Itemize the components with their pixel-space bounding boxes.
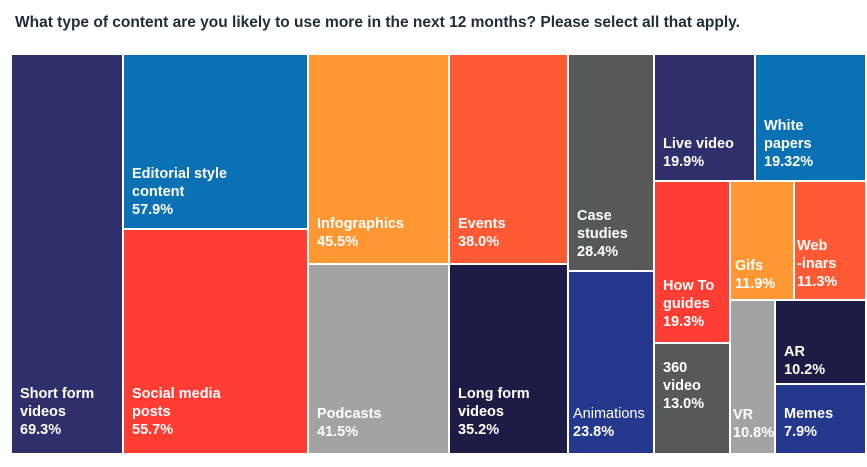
tile-value: 7.9% xyxy=(784,424,818,440)
tile-name: White papers xyxy=(764,118,812,152)
tile-name: VR xyxy=(733,407,754,423)
tile-label: 360 video 13.0% xyxy=(663,359,704,413)
tile-name: Web -inars xyxy=(797,238,837,272)
tile-name: Events xyxy=(458,216,506,232)
tile-value: 41.5% xyxy=(317,424,359,440)
tile-name: AR xyxy=(784,344,805,360)
tile-name: Case studies xyxy=(577,208,628,242)
tile-name: Animations xyxy=(573,406,645,422)
treemap-tile-how-to-guides: How To guides 19.3% xyxy=(655,182,731,344)
tile-name: Editorial style content xyxy=(132,166,228,200)
treemap-tile-vr: VR 10.8% xyxy=(731,301,776,455)
tile-label: Podcasts 41.5% xyxy=(317,405,381,441)
tile-label: Memes 7.9% xyxy=(784,405,833,441)
tile-label: Social media posts 55.7% xyxy=(132,385,221,439)
tile-value: 57.9% xyxy=(132,202,174,218)
treemap-tile-podcasts: Podcasts 41.5% xyxy=(309,265,450,455)
tile-value: 11.9% xyxy=(735,276,776,292)
tile-value: 23.8% xyxy=(573,424,615,440)
tile-name: Long form videos xyxy=(458,386,530,420)
treemap-tile-editorial-style-content: Editorial style content 57.9% xyxy=(124,55,309,230)
tile-label: Case studies 28.4% xyxy=(577,207,628,261)
tile-value: 69.3% xyxy=(20,422,62,438)
treemap-tile-social-media-posts: Social media posts 55.7% xyxy=(124,230,309,455)
tile-label: Short form videos 69.3% xyxy=(20,385,94,439)
treemap-tile-white-papers: White papers 19.32% xyxy=(756,55,867,182)
treemap-tile-live-video: Live video 19.9% xyxy=(655,55,756,182)
tile-label: Live video 19.9% xyxy=(663,135,734,171)
treemap-tile-360-video: 360 video 13.0% xyxy=(655,344,731,455)
tile-label: Editorial style content 57.9% xyxy=(132,165,227,219)
tile-value: 38.0% xyxy=(458,234,500,250)
tile-name: Gifs xyxy=(735,258,764,274)
tile-label: Events 38.0% xyxy=(458,215,506,251)
tile-name: Live video xyxy=(663,136,734,152)
tile-label: How To guides 19.3% xyxy=(663,277,714,331)
tile-name: Podcasts xyxy=(317,406,382,422)
tile-value: 19.3% xyxy=(663,314,705,330)
treemap-tile-ar: AR 10.2% xyxy=(776,301,867,385)
tile-value: 55.7% xyxy=(132,422,174,438)
tile-label: AR 10.2% xyxy=(784,343,825,379)
tile-name: Social media posts xyxy=(132,386,221,420)
tile-label: Long form videos 35.2% xyxy=(458,385,530,439)
tile-name: Short form videos xyxy=(20,386,95,420)
tile-value: 11.3% xyxy=(797,274,838,290)
tile-name: Memes xyxy=(784,406,834,422)
tile-value: 28.4% xyxy=(577,244,619,260)
treemap-tile-case-studies: Case studies 28.4% xyxy=(569,55,655,272)
tile-label: Infographics 45.5% xyxy=(317,215,404,251)
tile-label: VR 10.8% xyxy=(733,406,774,442)
treemap-tile-memes: Memes 7.9% xyxy=(776,385,867,455)
treemap-tile-short-form-videos: Short form videos 69.3% xyxy=(12,55,124,455)
tile-value: 45.5% xyxy=(317,234,359,250)
treemap-tile-events: Events 38.0% xyxy=(450,55,569,265)
tile-name: 360 video xyxy=(663,360,701,394)
tile-value: 13.0% xyxy=(663,396,705,412)
tile-value: 10.8% xyxy=(733,425,775,441)
treemap-tile-infographics: Infographics 45.5% xyxy=(309,55,450,265)
tile-name: Infographics xyxy=(317,216,405,232)
tile-label: Gifs 11.9% xyxy=(735,257,775,293)
tile-name: How To guides xyxy=(663,278,715,312)
treemap-tile-animations: Animations 23.8% xyxy=(569,272,655,455)
tile-value: 10.2% xyxy=(784,362,826,378)
treemap-tile-gifs: Gifs 11.9% xyxy=(731,182,795,301)
tile-value: 35.2% xyxy=(458,422,500,438)
tile-value: 19.9% xyxy=(663,154,705,170)
treemap-tile-web-inars: Web -inars 11.3% xyxy=(795,182,867,301)
tile-label: Animations 23.8% xyxy=(573,405,645,441)
chart-title: What type of content are you likely to u… xyxy=(15,14,740,31)
treemap-tile-long-form-videos: Long form videos 35.2% xyxy=(450,265,569,455)
tile-label: Web -inars 11.3% xyxy=(797,237,837,291)
tile-label: White papers 19.32% xyxy=(764,117,813,171)
tile-value: 19.32% xyxy=(764,154,814,170)
